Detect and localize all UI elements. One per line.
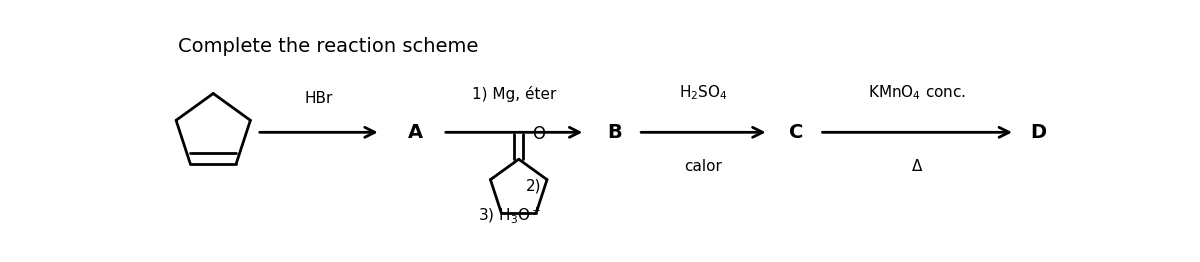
Text: C: C	[790, 123, 804, 142]
Text: 3) H$_3$O$^+$: 3) H$_3$O$^+$	[478, 205, 541, 225]
Text: A: A	[408, 123, 422, 142]
Text: KMnO$_4$ conc.: KMnO$_4$ conc.	[869, 83, 966, 102]
Text: Complete the reaction scheme: Complete the reaction scheme	[178, 37, 479, 57]
Text: Δ: Δ	[912, 159, 923, 173]
Text: 1) Mg, éter: 1) Mg, éter	[472, 86, 557, 102]
Text: O: O	[532, 125, 545, 143]
Text: calor: calor	[684, 159, 722, 173]
Text: D: D	[1030, 123, 1046, 142]
Text: HBr: HBr	[305, 91, 332, 106]
Text: 2): 2)	[526, 178, 541, 193]
Text: B: B	[607, 123, 623, 142]
Text: H$_2$SO$_4$: H$_2$SO$_4$	[679, 83, 727, 102]
